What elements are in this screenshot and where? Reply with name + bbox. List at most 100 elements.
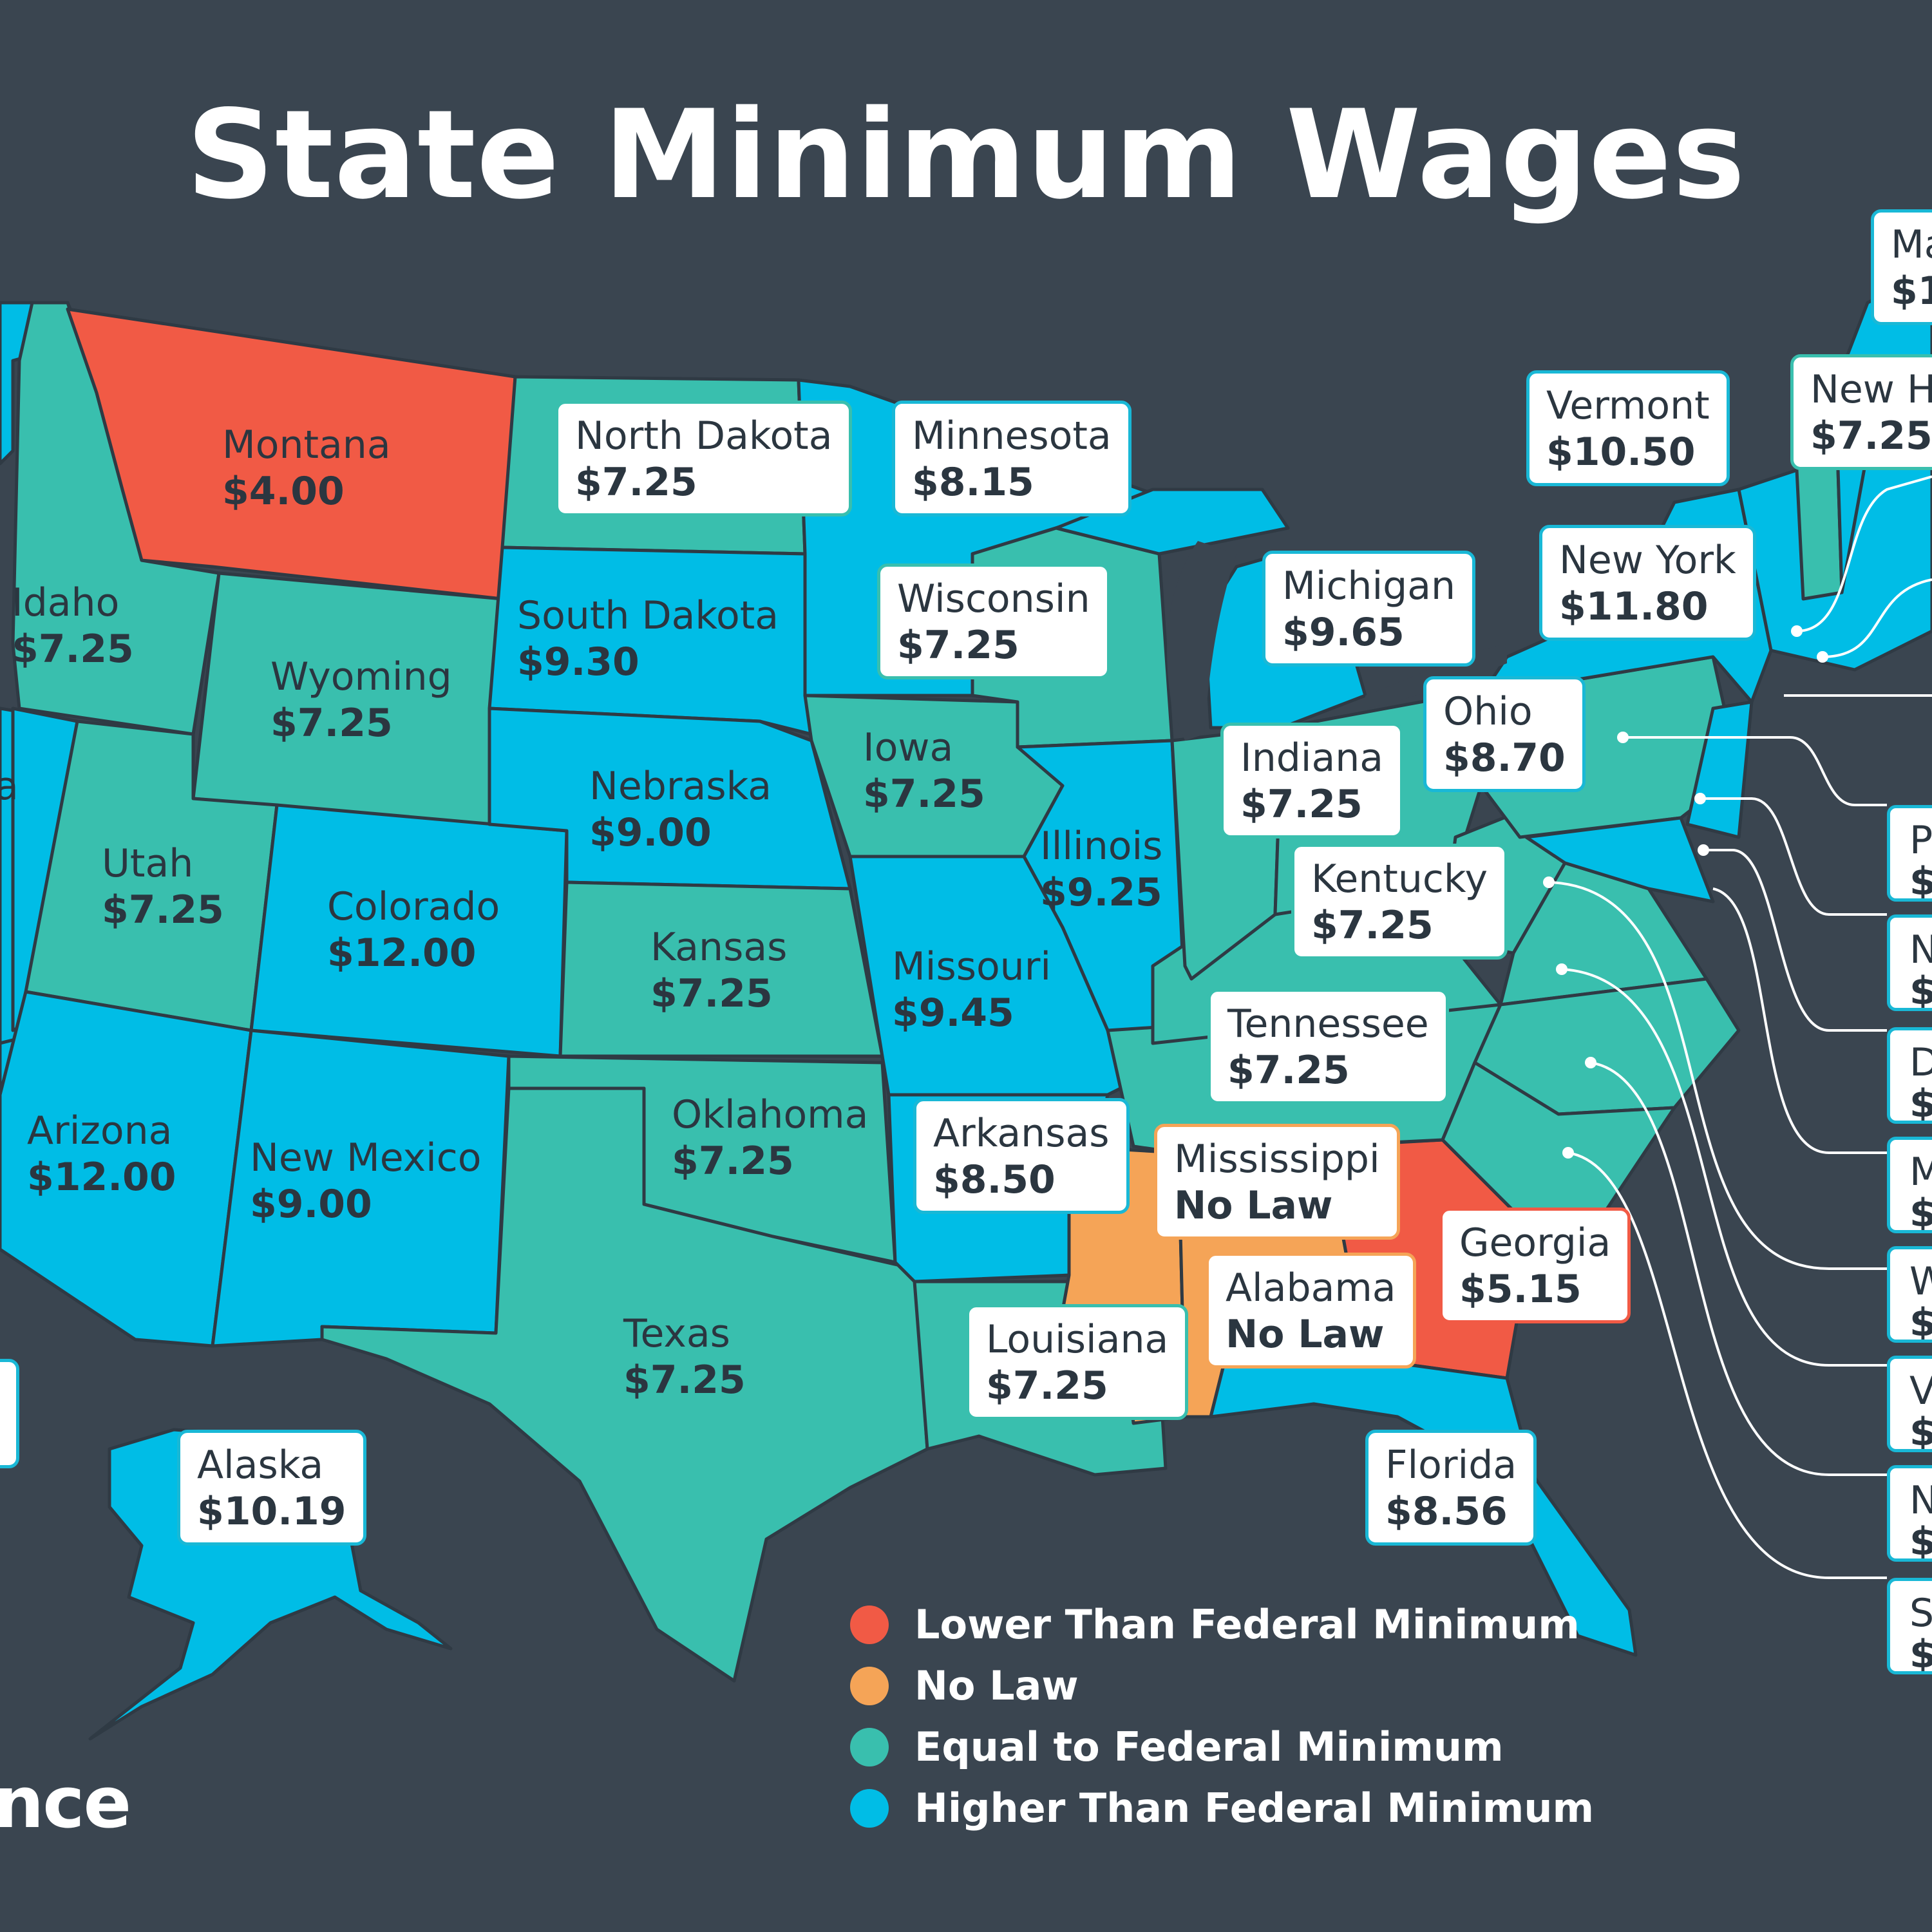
state-name: Iowa	[863, 725, 954, 770]
state-wage: $11.80	[1559, 584, 1709, 629]
leader-line	[1712, 887, 1887, 1154]
leader-line	[1561, 968, 1887, 1367]
side-tag-name: N	[1909, 929, 1932, 971]
state-wage: $7.25	[863, 772, 985, 817]
side-tag-name: S	[1909, 1591, 1932, 1636]
state-wage: $9.65	[1282, 610, 1405, 655]
state-wage: $10.50	[1546, 430, 1696, 475]
state-name: Arizona	[27, 1108, 173, 1153]
side-tag: N $	[1887, 914, 1932, 1011]
state-name: South Dakota	[517, 593, 779, 638]
side-tag-value: $	[1909, 1083, 1932, 1121]
state-name: Indiana	[1240, 735, 1384, 781]
state-wage: $9.45	[892, 990, 1014, 1036]
state-wage: $9.00	[250, 1182, 372, 1227]
leader-line	[1703, 849, 1887, 1032]
state-wage: $9.30	[517, 639, 639, 685]
legend-swatch	[850, 1666, 889, 1705]
state-wage: $10.19	[197, 1489, 346, 1534]
label-alabama: Alabama No Law	[1206, 1253, 1416, 1368]
label-new-mexico: New Mexico $9.00	[250, 1135, 481, 1227]
label-utah: Utah $7.25	[102, 840, 224, 933]
state-name: New H	[1810, 367, 1932, 412]
label-michigan: Michigan $9.65	[1262, 551, 1476, 667]
leader-dot	[1791, 625, 1803, 637]
legend-label: Higher Than Federal Minimum	[914, 1785, 1595, 1832]
label-colorado: Colorado $12.00	[327, 884, 500, 976]
page-title: State Minimum Wages	[186, 84, 1746, 226]
side-tag-value: $	[1909, 971, 1932, 1008]
state-name: North Dakota	[575, 413, 833, 459]
label-texas: Texas $7.25	[623, 1311, 746, 1403]
side-tag-value: $	[1909, 861, 1932, 898]
state-name: Texas	[623, 1311, 730, 1356]
side-tag: M $	[1887, 1137, 1932, 1233]
legend-item: Equal to Federal Minimum	[850, 1716, 1594, 1777]
side-tag-value: $	[1909, 1521, 1932, 1558]
leader-dot	[1556, 963, 1567, 975]
label-partial-left: a	[0, 764, 19, 809]
leader-line	[1623, 736, 1887, 806]
state-name: Montana	[222, 422, 391, 468]
state-name: New York	[1559, 538, 1736, 583]
label-north-dakota: North Dakota $7.25	[555, 401, 853, 516]
legend-swatch	[850, 1727, 889, 1766]
lake-michigan	[1167, 541, 1236, 741]
label-tennessee: Tennessee $7.25	[1208, 989, 1449, 1104]
label-iowa: Iowa $7.25	[863, 724, 985, 817]
leader-line	[1822, 578, 1932, 658]
state-maryland-delaware[interactable]	[1524, 816, 1715, 904]
side-tag-name: V	[1909, 1370, 1932, 1412]
legend-label: No Law	[914, 1662, 1079, 1709]
side-tag-name: W	[1909, 1261, 1932, 1302]
label-nebraska: Nebraska $9.00	[589, 763, 772, 856]
state-florida[interactable]	[1209, 1357, 1638, 1657]
state-name: Colorado	[327, 884, 500, 929]
legend-item: Lower Than Federal Minimum	[850, 1594, 1594, 1655]
brand-logo: nce	[0, 1761, 131, 1844]
state-wage: $7.25	[1227, 1048, 1350, 1093]
label-wisconsin: Wisconsin $7.25	[877, 564, 1110, 679]
state-wage: $7.25	[986, 1363, 1108, 1408]
state-wage: $4.00	[222, 469, 345, 514]
label-montana: Montana $4.00	[222, 422, 391, 515]
state-name: Wyoming	[270, 654, 452, 699]
label-georgia: Georgia $5.15	[1439, 1208, 1631, 1323]
state-wage: $7.25	[102, 887, 224, 933]
state-wage: $8.15	[912, 460, 1034, 505]
state-new-jersey[interactable]	[1685, 700, 1754, 839]
state-wage: $12.00	[327, 931, 477, 976]
side-tag-value: $	[1909, 1412, 1932, 1449]
state-name: Illinois	[1040, 824, 1163, 869]
leader-line	[1796, 475, 1932, 632]
state-wage: $7.25	[575, 460, 697, 505]
side-tag-name: N	[1909, 1480, 1932, 1521]
side-tag-name: M	[1909, 1151, 1932, 1193]
label-illinois: Illinois $9.25	[1040, 823, 1162, 916]
legend: Lower Than Federal Minimum No Law Equal …	[850, 1594, 1594, 1839]
side-tag: V $	[1887, 1356, 1932, 1452]
state-name: Florida	[1385, 1443, 1517, 1488]
label-wyoming: Wyoming $7.25	[270, 654, 452, 746]
label-vermont: Vermont $10.50	[1526, 370, 1730, 486]
state-name: Mississippi	[1174, 1137, 1380, 1182]
leader-line	[1700, 797, 1887, 916]
state-name: Nebraska	[589, 764, 772, 809]
state-name: Missouri	[892, 944, 1052, 989]
state-south-dakota[interactable]	[488, 545, 813, 736]
state-wage: $8.56	[1385, 1489, 1508, 1534]
leader-dot	[1543, 876, 1555, 888]
side-tag-name: D	[1909, 1042, 1932, 1083]
state-name: Vermont	[1546, 383, 1710, 428]
legend-item: Higher Than Federal Minimum	[850, 1777, 1594, 1839]
leader-dot	[1617, 732, 1629, 743]
legend-label: Equal to Federal Minimum	[914, 1723, 1504, 1770]
leader-dot	[1694, 793, 1706, 804]
state-name: Alaska	[197, 1443, 324, 1488]
state-name: New Mexico	[250, 1135, 482, 1180]
state-name: Georgia	[1459, 1220, 1611, 1265]
legend-item: No Law	[850, 1655, 1594, 1716]
state-texas[interactable]	[320, 1086, 929, 1683]
state-name: Wisconsin	[897, 576, 1090, 621]
state-name: Utah	[102, 841, 194, 886]
